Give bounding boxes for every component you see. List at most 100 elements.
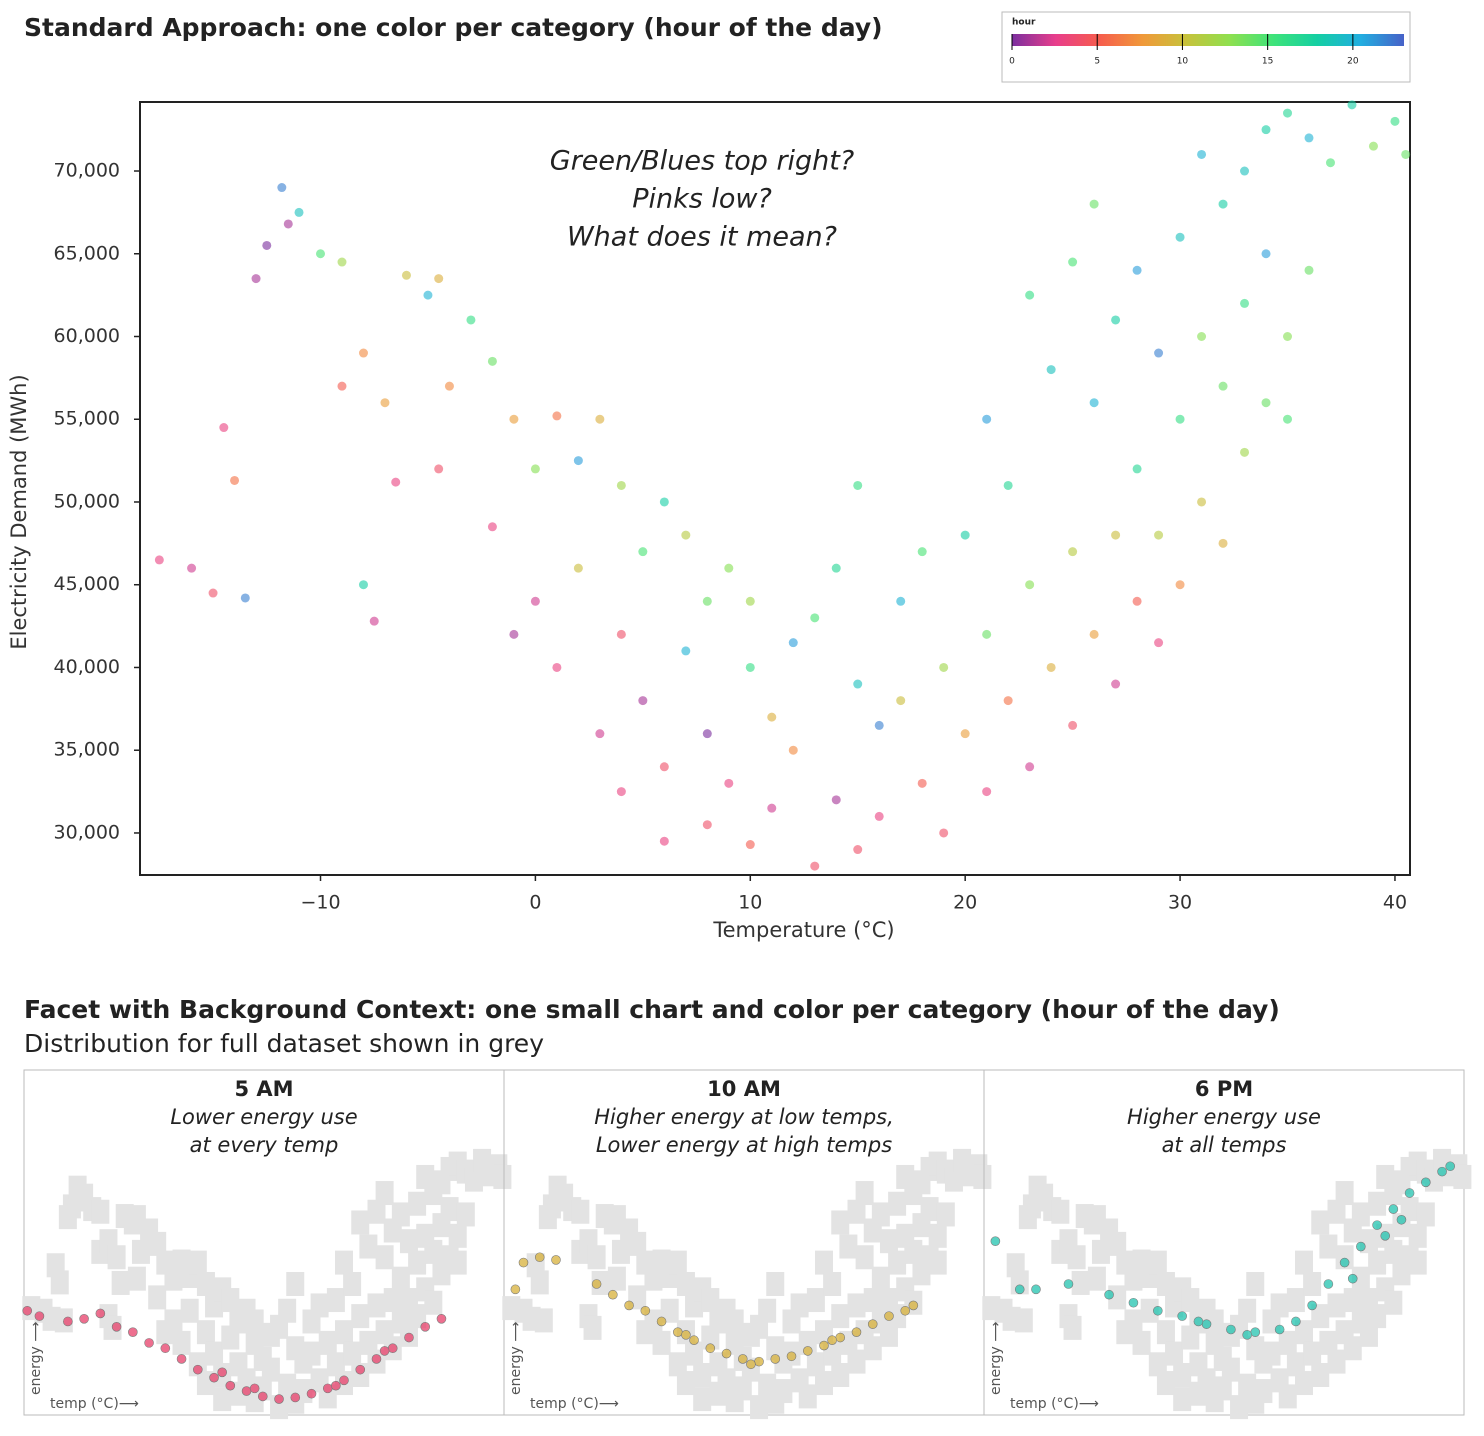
background-cell xyxy=(1319,1234,1338,1259)
background-cell xyxy=(944,1167,963,1192)
background-cell xyxy=(847,1349,866,1374)
point xyxy=(358,348,368,358)
point xyxy=(510,1284,521,1295)
point xyxy=(689,1335,699,1346)
background-cell xyxy=(286,1272,305,1297)
background-cell xyxy=(1165,1341,1184,1366)
background-cell xyxy=(1173,1362,1192,1387)
point xyxy=(705,1343,716,1354)
background-cell xyxy=(1108,1285,1127,1310)
point xyxy=(681,646,691,656)
background-cell xyxy=(1156,1272,1175,1297)
point xyxy=(896,696,906,706)
background-cell xyxy=(1213,1376,1232,1401)
background-cell xyxy=(1303,1272,1322,1297)
points xyxy=(22,1305,447,1404)
background-cell xyxy=(50,1270,69,1295)
background-cell xyxy=(367,1293,386,1318)
background-cell xyxy=(1384,1239,1403,1264)
point xyxy=(209,1372,219,1383)
point xyxy=(208,588,218,598)
point xyxy=(241,1386,252,1396)
background-cell xyxy=(1254,1379,1273,1404)
point xyxy=(1128,1297,1139,1308)
point xyxy=(355,1364,366,1375)
point xyxy=(786,1351,797,1362)
point xyxy=(788,638,798,648)
point xyxy=(908,1300,919,1311)
point xyxy=(316,249,326,259)
colorbar xyxy=(1012,34,1404,46)
point xyxy=(1283,331,1293,341)
point xyxy=(851,1327,862,1337)
background-cell xyxy=(725,1309,744,1334)
background-cell xyxy=(676,1371,695,1396)
background-cell xyxy=(391,1202,410,1227)
background-cell xyxy=(1368,1304,1387,1329)
facet-subtitle: Lower energy use xyxy=(170,1105,357,1129)
point xyxy=(95,1308,106,1319)
point xyxy=(1197,497,1207,507)
point xyxy=(423,290,433,300)
background-cell xyxy=(1238,1298,1257,1323)
background-cell xyxy=(448,1223,467,1248)
point xyxy=(917,547,927,557)
background-cell xyxy=(335,1250,353,1275)
background-cell xyxy=(180,1298,199,1323)
point xyxy=(573,563,583,573)
point xyxy=(401,270,411,280)
background-cell xyxy=(628,1231,647,1256)
background-cell xyxy=(213,1387,232,1412)
background-cell xyxy=(1181,1288,1200,1313)
background-cell xyxy=(863,1336,882,1361)
background-cell xyxy=(973,1164,992,1189)
background-cell xyxy=(383,1288,402,1313)
background-cell xyxy=(1124,1309,1143,1334)
point xyxy=(34,1311,45,1321)
point xyxy=(939,662,949,672)
x-tick-label: 10 xyxy=(738,892,762,914)
background-cell xyxy=(172,1330,191,1355)
point xyxy=(257,1391,268,1402)
background-cell xyxy=(668,1250,687,1275)
background-cell xyxy=(245,1309,264,1334)
point xyxy=(1063,1279,1074,1289)
background-cell xyxy=(270,1395,289,1420)
point xyxy=(1372,1220,1382,1230)
background-cell xyxy=(91,1199,110,1224)
point xyxy=(262,240,272,250)
point xyxy=(230,475,240,485)
point xyxy=(1304,265,1314,275)
point xyxy=(1068,547,1078,557)
background-cell xyxy=(831,1362,850,1387)
point xyxy=(939,828,949,838)
background-cell xyxy=(343,1272,362,1297)
point xyxy=(745,840,755,850)
background-cell xyxy=(1327,1199,1346,1224)
background-cell xyxy=(928,1250,947,1275)
background-cell xyxy=(148,1285,167,1310)
point xyxy=(217,1367,227,1378)
point xyxy=(900,1305,911,1316)
annotation: Pinks low? xyxy=(632,184,772,215)
point xyxy=(444,381,454,391)
background-cell xyxy=(879,1229,898,1254)
point xyxy=(608,1289,618,1300)
facet-subtitle: Higher energy at low temps, xyxy=(594,1105,894,1129)
point xyxy=(331,1380,341,1391)
point xyxy=(673,1327,683,1337)
legend-box xyxy=(1001,11,1411,83)
point xyxy=(896,596,906,606)
point xyxy=(1250,1327,1261,1337)
background-cell xyxy=(717,1368,736,1393)
background-cell xyxy=(758,1298,777,1323)
point xyxy=(277,183,287,193)
background-cell xyxy=(1368,1250,1387,1275)
point xyxy=(982,629,992,639)
background-cell xyxy=(1286,1288,1305,1313)
background-cell xyxy=(1067,1245,1086,1270)
background-cell xyxy=(335,1320,353,1345)
point xyxy=(721,1348,732,1359)
point xyxy=(990,1236,1001,1246)
point xyxy=(1368,141,1378,151)
